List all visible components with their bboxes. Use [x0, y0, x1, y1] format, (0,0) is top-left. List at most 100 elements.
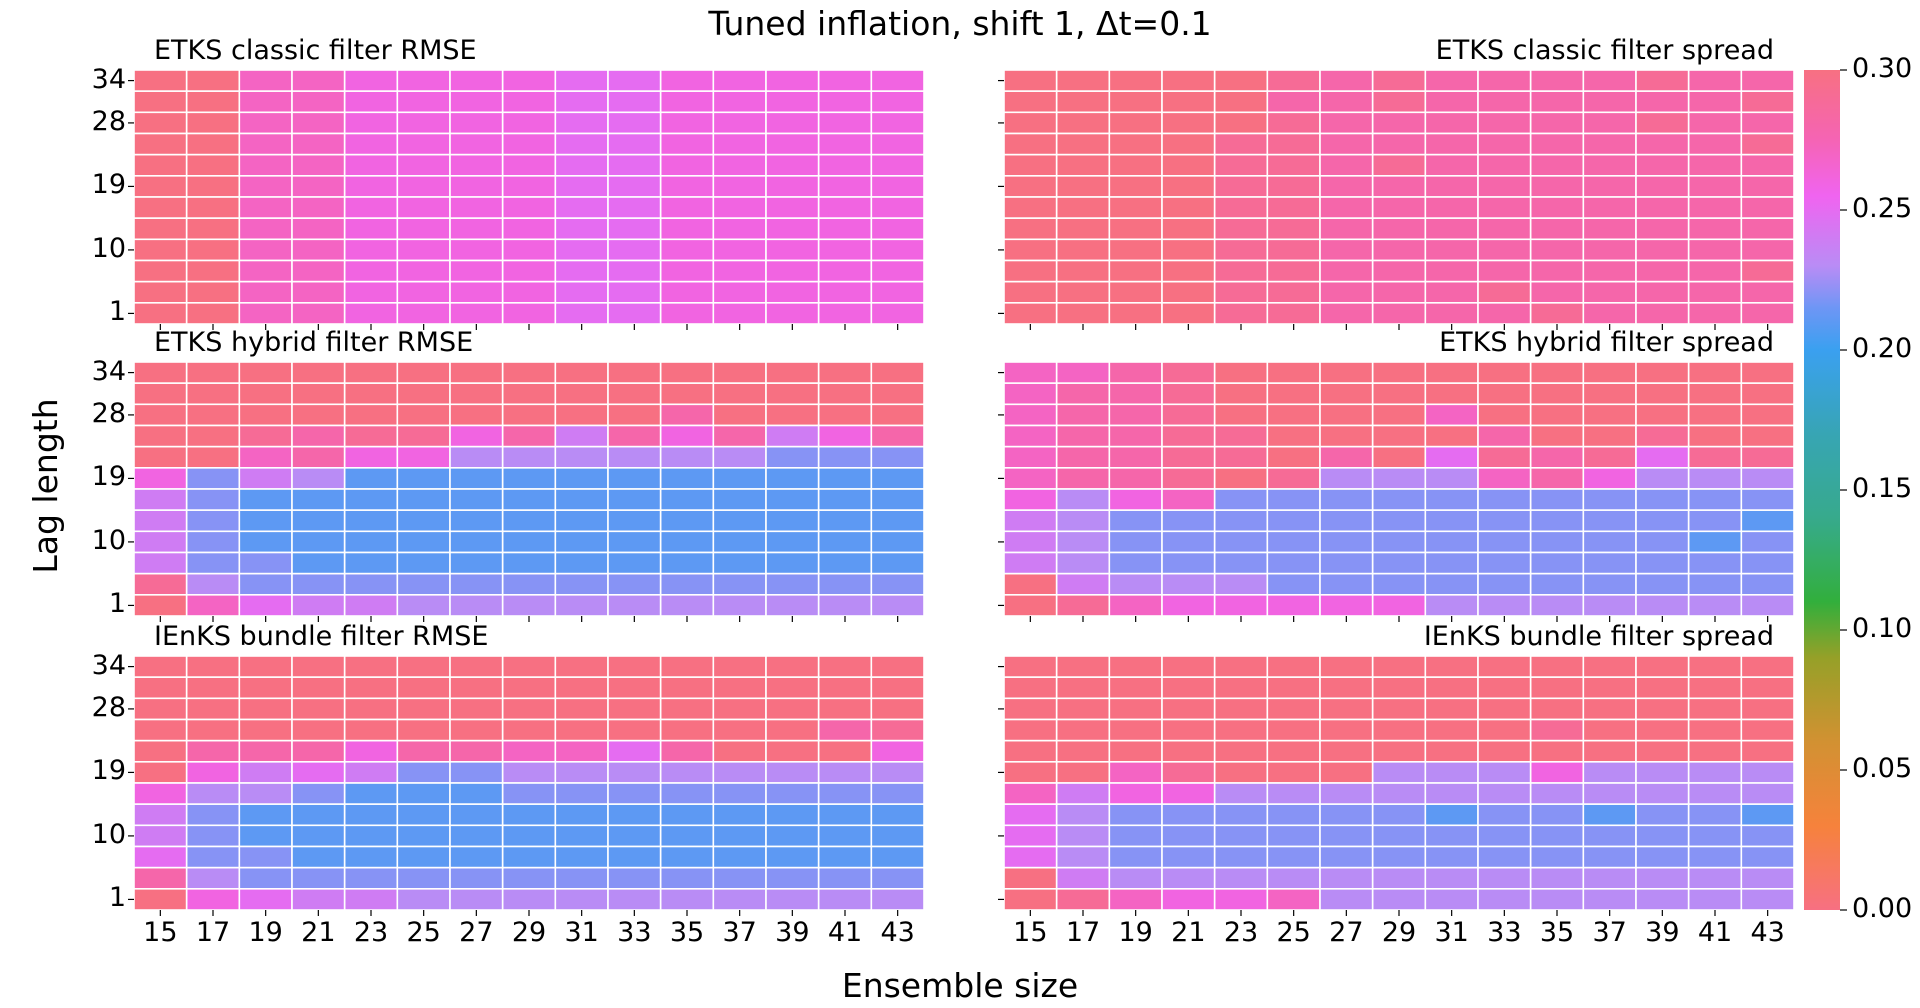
heatmap-cell: [133, 488, 188, 511]
heatmap-cell: [501, 90, 557, 114]
x-tick-label: 25: [406, 917, 441, 948]
heatmap-cell: [1161, 280, 1216, 304]
heatmap-cell: [1319, 69, 1374, 92]
heatmap-cell: [1371, 361, 1427, 384]
x-tick-label: 29: [511, 917, 547, 948]
heatmap-cell: [1003, 718, 1058, 742]
heatmap-cell: [1635, 782, 1690, 805]
heatmap-cell: [554, 530, 609, 554]
heatmap-cell: [396, 424, 451, 448]
heatmap-cell: [1635, 888, 1690, 911]
heatmap-cell: [870, 424, 925, 448]
heatmap-cell: [870, 196, 925, 219]
heatmap-cell: [817, 445, 873, 469]
heatmap-cell: [1161, 572, 1216, 596]
heatmap-cell: [607, 280, 662, 304]
heatmap-cell: [659, 280, 715, 304]
heatmap-cell: [1003, 69, 1058, 92]
heatmap-cell: [133, 132, 188, 156]
heatmap-cell: [1635, 845, 1690, 869]
heatmap-cell: [817, 718, 873, 742]
heatmap-cell: [1108, 782, 1163, 805]
heatmap-cell: [1319, 697, 1374, 721]
heatmap-cell: [659, 782, 715, 805]
heatmap-cell: [607, 845, 662, 869]
heatmap-cell: [1371, 718, 1427, 742]
heatmap-cell: [712, 259, 767, 283]
heatmap-cell: [1161, 69, 1216, 92]
heatmap-cell: [501, 572, 557, 596]
heatmap-cell: [1213, 697, 1269, 721]
heatmap-cell: [133, 718, 188, 742]
heatmap-cell: [1319, 551, 1374, 575]
heatmap-cell: [1424, 824, 1479, 848]
heatmap-cell: [1635, 132, 1690, 156]
heatmap-cell: [1687, 132, 1743, 156]
heatmap-cell: [765, 132, 820, 156]
heatmap-panel-6: [998, 655, 1795, 916]
heatmap-cell: [870, 280, 925, 304]
heatmap-cell: [1477, 403, 1532, 427]
heatmap-cell: [133, 302, 188, 325]
heatmap-cell: [238, 594, 293, 617]
heatmap-cell: [1003, 888, 1058, 911]
heatmap-cell: [817, 238, 873, 262]
heatmap-cell: [343, 845, 399, 869]
heatmap-cell: [185, 676, 241, 700]
heatmap-cell: [712, 132, 767, 156]
heatmap-cell: [396, 153, 451, 177]
heatmap-cell: [1635, 403, 1690, 427]
heatmap-cell: [343, 718, 399, 742]
heatmap-cell: [396, 530, 451, 554]
heatmap-cell: [291, 302, 346, 325]
heatmap-cell: [765, 655, 820, 678]
heatmap-cell: [238, 803, 293, 827]
heatmap-cell: [1108, 467, 1163, 490]
heatmap-cell: [1424, 69, 1479, 92]
heatmap-cell: [1319, 739, 1374, 763]
heatmap-cell: [238, 238, 293, 262]
heatmap-cell: [659, 238, 715, 262]
heatmap-cell: [870, 572, 925, 596]
heatmap-cell: [607, 196, 662, 219]
heatmap-cell: [1529, 445, 1585, 469]
heatmap-cell: [1371, 382, 1427, 406]
heatmap-cell: [870, 382, 925, 406]
heatmap-cell: [291, 280, 346, 304]
heatmap-cell: [185, 718, 241, 742]
heatmap-cell: [1424, 175, 1479, 198]
heatmap-cell: [1687, 718, 1743, 742]
heatmap-cell: [554, 424, 609, 448]
colorbar-tick-label: 0.20: [1852, 333, 1913, 364]
heatmap-cell: [870, 594, 925, 617]
heatmap-cell: [1055, 697, 1111, 721]
heatmap-cell: [238, 445, 293, 469]
heatmap-cell: [1740, 530, 1795, 554]
heatmap-cell: [870, 403, 925, 427]
heatmap-cell: [449, 259, 504, 283]
heatmap-cell: [1003, 655, 1058, 678]
heatmap-cell: [1266, 509, 1321, 533]
heatmap-cell: [343, 530, 399, 554]
heatmap-cell: [1319, 302, 1374, 325]
heatmap-cell: [817, 403, 873, 427]
heatmap-cell: [712, 572, 767, 596]
heatmap-cell: [291, 551, 346, 575]
heatmap-cell: [1371, 69, 1427, 92]
heatmap-cell: [185, 509, 241, 533]
heatmap-cell: [501, 782, 557, 805]
heatmap-cell: [1424, 488, 1479, 511]
heatmap-cell: [1740, 403, 1795, 427]
heatmap-cell: [291, 111, 346, 135]
heatmap-cell: [870, 111, 925, 135]
heatmap-cell: [238, 761, 293, 784]
heatmap-cell: [1424, 739, 1479, 763]
heatmap-cell: [1424, 551, 1479, 575]
heatmap-cell: [1055, 803, 1111, 827]
heatmap-cell: [343, 866, 399, 890]
heatmap-cell: [1635, 217, 1690, 241]
heatmap-cell: [1055, 238, 1111, 262]
x-tick-label: 17: [195, 917, 231, 948]
heatmap-cell: [765, 153, 820, 177]
heatmap-cell: [1055, 739, 1111, 763]
